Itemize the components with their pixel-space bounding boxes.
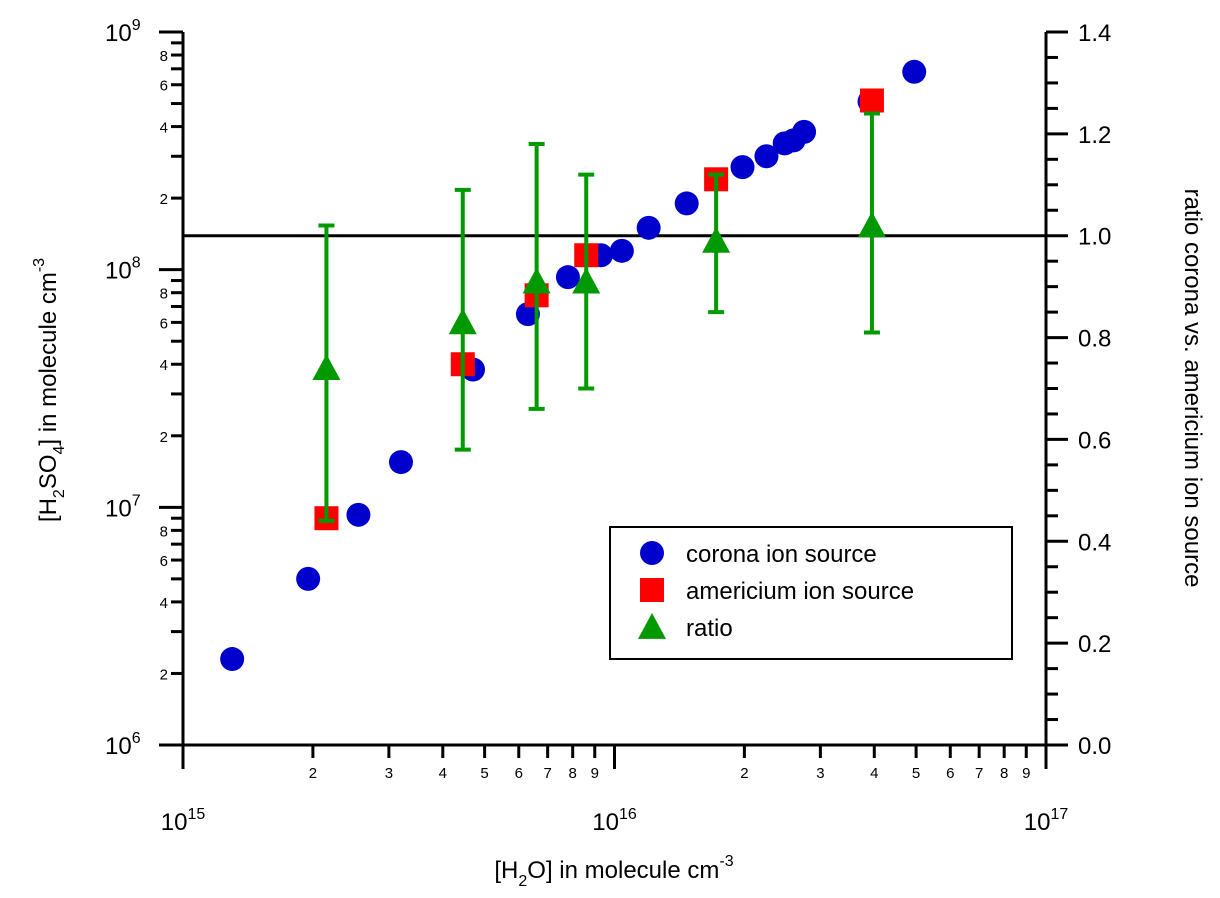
x-minor-tick-label: 5 xyxy=(480,765,488,782)
y-left-minor-tick-label: 2 xyxy=(160,191,168,208)
legend-marker-americium xyxy=(640,578,664,602)
corona-point xyxy=(296,566,321,591)
y-left-decade-label: 108 xyxy=(105,255,141,285)
corona-point xyxy=(902,59,927,84)
y-left-minor-tick-label: 6 xyxy=(160,78,168,95)
ratio-point xyxy=(448,308,477,335)
y-right-tick-label: 0.4 xyxy=(1078,529,1111,556)
y-left-minor-tick-label: 2 xyxy=(160,666,168,683)
y-left-minor-tick-label: 6 xyxy=(160,315,168,332)
x-minor-tick-label: 4 xyxy=(870,765,878,782)
y-left-decade-label: 109 xyxy=(105,17,141,47)
corona-point xyxy=(220,647,245,672)
x-minor-tick-label: 2 xyxy=(740,765,748,782)
legend-label: americium ion source xyxy=(686,578,914,605)
x-minor-tick-label: 6 xyxy=(946,765,954,782)
legend: corona ion source americium ion source rat… xyxy=(609,526,1013,660)
ratio-point xyxy=(857,211,886,238)
series-layer xyxy=(220,59,927,672)
y-left-minor-tick-label: 4 xyxy=(160,357,168,374)
legend-label: corona ion source xyxy=(686,541,877,568)
y-left-minor-tick-label: 6 xyxy=(160,553,168,570)
y-left-decade-label: 107 xyxy=(105,492,141,522)
corona-point xyxy=(388,450,413,475)
corona-point xyxy=(555,265,580,290)
series-circle xyxy=(220,59,927,672)
x-axis-title: [H2O] in molecule cm-3 xyxy=(494,853,733,890)
ratio-point xyxy=(522,267,551,294)
corona-point xyxy=(636,215,661,240)
series-triangle xyxy=(312,111,886,523)
x-minor-tick-label: 2 xyxy=(309,765,317,782)
x-minor-tick-label: 3 xyxy=(816,765,824,782)
x-minor-tick-label: 8 xyxy=(569,765,577,782)
x-minor-tick-label: 9 xyxy=(1022,765,1030,782)
y-left-axis-title-group: [H2SO4] in molecule cm-3 xyxy=(31,258,68,522)
y-left-minor-tick-label: 4 xyxy=(160,120,168,137)
y-left-decade-label: 106 xyxy=(105,730,141,760)
y-right-tick-label: 0.6 xyxy=(1078,427,1111,454)
corona-point xyxy=(674,191,699,216)
legend-label: ratio xyxy=(686,615,733,642)
y-right-tick-label: 1.0 xyxy=(1078,224,1111,251)
x-decade-label: 1015 xyxy=(161,806,206,836)
x-minor-tick-label: 7 xyxy=(543,765,551,782)
y-right-axis-title-group: ratio corona vs. americium ion source xyxy=(1179,189,1206,588)
corona-point xyxy=(609,238,634,263)
legend-marker-ratio xyxy=(638,613,666,639)
corona-point xyxy=(754,144,779,169)
y-left-axis-title: [H2SO4] in molecule cm-3 xyxy=(31,258,68,522)
x-minor-tick-label: 6 xyxy=(515,765,523,782)
corona-point xyxy=(730,155,755,180)
y-right-tick-label: 1.2 xyxy=(1078,122,1111,149)
x-decade-label: 1017 xyxy=(1024,806,1069,836)
ratio-point xyxy=(572,267,601,294)
x-minor-tick-label: 8 xyxy=(1000,765,1008,782)
y-left-minor-tick-label: 4 xyxy=(160,595,168,612)
y-right-tick-label: 1.4 xyxy=(1078,20,1111,47)
legend-box xyxy=(609,526,1013,660)
x-minor-tick-label: 3 xyxy=(385,765,393,782)
legend-marker-corona xyxy=(640,541,664,565)
y-left-minor-tick-label: 2 xyxy=(160,429,168,446)
americium-point xyxy=(859,88,884,113)
y-left-minor-tick-label: 8 xyxy=(160,523,168,540)
y-right-axis-title: ratio corona vs. americium ion source xyxy=(1179,189,1206,588)
x-minor-tick-label: 4 xyxy=(439,765,447,782)
x-decade-label: 1016 xyxy=(592,806,637,836)
y-right-tick-label: 0.0 xyxy=(1078,733,1111,760)
y-left-minor-tick-label: 8 xyxy=(160,286,168,303)
y-left-minor-tick-label: 8 xyxy=(160,48,168,65)
corona-point xyxy=(792,119,817,144)
x-minor-tick-label: 7 xyxy=(975,765,983,782)
x-minor-tick-label: 9 xyxy=(591,765,599,782)
corona-point xyxy=(515,302,540,327)
corona-point xyxy=(346,502,371,527)
axis-titles: [H2O] in molecule cm-3 [H2SO4] in molecul… xyxy=(31,189,1206,890)
y-right-tick-label: 0.8 xyxy=(1078,326,1111,353)
y-right-tick-label: 0.2 xyxy=(1078,631,1111,658)
x-minor-tick-label: 5 xyxy=(912,765,920,782)
ratio-point xyxy=(702,226,731,253)
ratio-point xyxy=(312,354,341,381)
